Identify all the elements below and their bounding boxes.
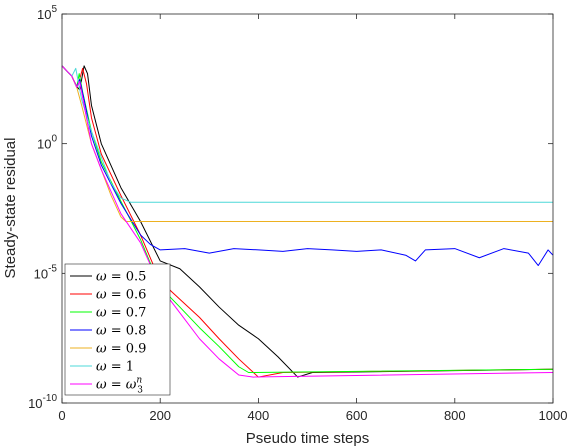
x-tick-label: 600: [346, 408, 368, 423]
x-tick-label: 1000: [539, 408, 568, 423]
ticks-layer: 0 200 400 600 800 1000 105 100 10-5 10-10: [28, 4, 567, 423]
x-tick-label: 400: [248, 408, 270, 423]
series-line-5: [61, 65, 553, 203]
y-tick-label: 105: [37, 4, 57, 22]
y-axis-label: Steady-state residual: [2, 138, 19, 279]
legend-label-1: ω = 0.6: [96, 288, 146, 303]
series-line-3: [61, 65, 554, 267]
legend-label-4: ω = 0.9: [96, 342, 146, 357]
legend: ω = 0.5 ω = 0.6 ω = 0.7 ω = 0.8 ω = 0.9 ω = 1…: [64, 263, 171, 396]
x-tick-label: 800: [444, 408, 466, 423]
axes-box: [61, 13, 554, 404]
legend-label-5: ω = 1: [96, 360, 134, 375]
y-tick-label: 10-10: [28, 393, 57, 411]
y-tick-label: 10-5: [34, 263, 58, 281]
legend-label-2: ω = 0.7: [96, 306, 146, 321]
series-layer: [61, 65, 554, 378]
series-line-6: [61, 65, 554, 378]
x-axis-label: Pseudo time steps: [246, 430, 369, 447]
legend-items: ω = 0.5 ω = 0.6 ω = 0.7 ω = 0.8 ω = 0.9 ω = 1…: [70, 270, 146, 396]
legend-label-6: ω = ωn 3: [96, 376, 143, 396]
x-tick-label: 200: [149, 408, 171, 423]
y-tick-label: 100: [37, 134, 57, 152]
legend-label-3: ω = 0.8: [96, 324, 146, 339]
legend-label-0: ω = 0.5: [96, 270, 146, 285]
x-tick-label: 0: [58, 408, 65, 423]
